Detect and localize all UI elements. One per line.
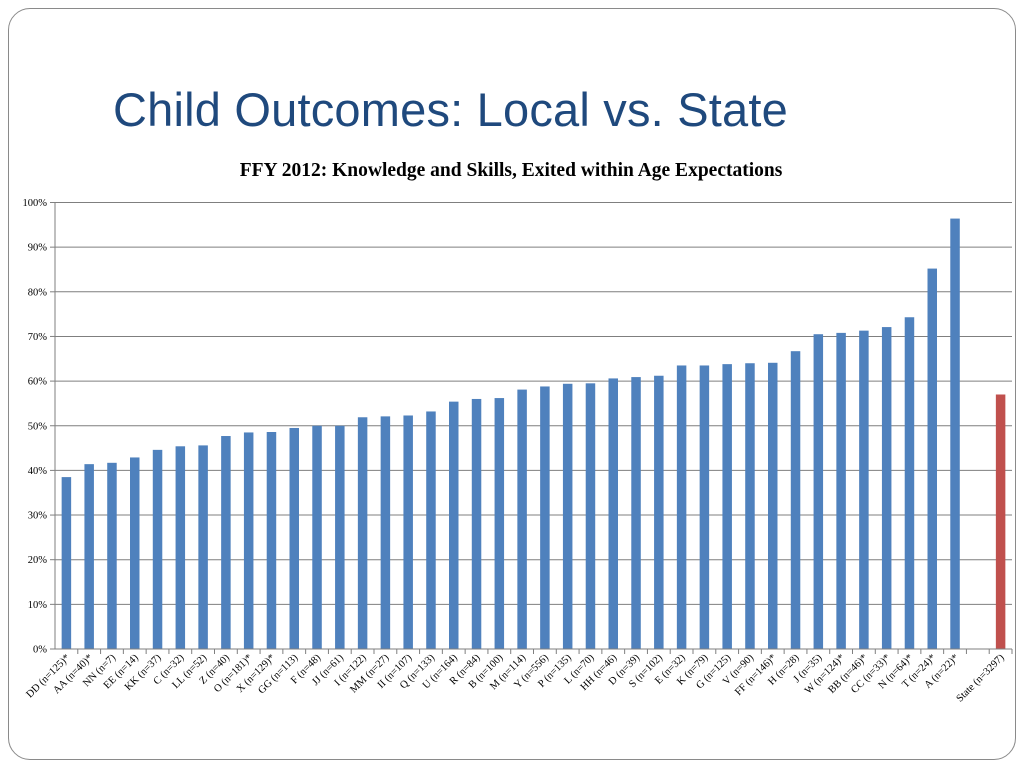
- bar-local: [562, 383, 573, 649]
- y-tick-label: 20%: [28, 555, 48, 566]
- bar-local: [927, 268, 937, 649]
- bar-local: [631, 377, 641, 649]
- bar-local: [904, 317, 915, 649]
- bar-local: [335, 425, 345, 649]
- bar-local: [881, 327, 892, 649]
- bar-local: [585, 383, 596, 649]
- chart-title: FFY 2012: Knowledge and Skills, Exited w…: [240, 160, 783, 181]
- bar-local: [676, 365, 687, 649]
- bar-local: [449, 401, 459, 649]
- bar-local: [813, 334, 824, 649]
- bar-local: [426, 411, 436, 649]
- bar-local: [198, 445, 208, 649]
- y-tick-label: 30%: [28, 511, 48, 522]
- bar-local: [357, 417, 368, 649]
- slide-title: Child Outcomes: Local vs. State: [113, 83, 788, 136]
- bar-local: [790, 351, 801, 649]
- bar-local: [84, 464, 94, 649]
- bar-local: [107, 462, 117, 649]
- bar-local: [699, 365, 710, 649]
- bar-local: [836, 332, 846, 649]
- bar-local: [654, 375, 664, 649]
- bar-local: [859, 330, 869, 649]
- bar-local: [608, 378, 618, 649]
- bar-local: [289, 427, 299, 649]
- y-tick-label: 10%: [28, 600, 48, 611]
- y-tick-label: 90%: [28, 243, 48, 254]
- bar-local: [403, 415, 413, 649]
- y-tick-label: 100%: [23, 198, 48, 209]
- bar-local: [768, 362, 778, 649]
- y-tick-label: 40%: [28, 466, 48, 477]
- bar-local: [266, 432, 277, 649]
- y-tick-label: 0%: [33, 645, 47, 656]
- bar-local: [950, 218, 960, 649]
- x-tick-label: State (n=3297): [955, 652, 1008, 705]
- bar-local: [722, 364, 732, 649]
- bar-local: [61, 477, 72, 649]
- bars: [61, 218, 1006, 649]
- y-tick-label: 80%: [28, 287, 48, 298]
- bar-local: [312, 425, 322, 649]
- x-axis-ticks: DD (n=125)*AA (n=40)*NN (n=7)EE (n=14)KK…: [24, 649, 1013, 705]
- gridlines: [55, 202, 1012, 605]
- bar-local: [380, 416, 391, 649]
- bar-local: [152, 449, 163, 649]
- bar-local: [175, 446, 186, 649]
- bar-local: [221, 436, 231, 649]
- y-tick-label: 50%: [28, 421, 48, 432]
- y-tick-label: 60%: [28, 377, 48, 388]
- bar-local: [494, 398, 505, 649]
- bar-state: [995, 394, 1006, 649]
- bar-local: [540, 386, 550, 649]
- y-axis-ticks: 0% 10% 20% 30% 40% 50% 60% 70% 80% 90% 100%: [23, 198, 56, 656]
- bar-local: [471, 398, 482, 649]
- bar-local: [745, 363, 755, 649]
- bar-local: [517, 389, 527, 649]
- bar-local: [243, 432, 254, 649]
- y-tick-label: 70%: [28, 332, 48, 343]
- bar-local: [130, 457, 140, 649]
